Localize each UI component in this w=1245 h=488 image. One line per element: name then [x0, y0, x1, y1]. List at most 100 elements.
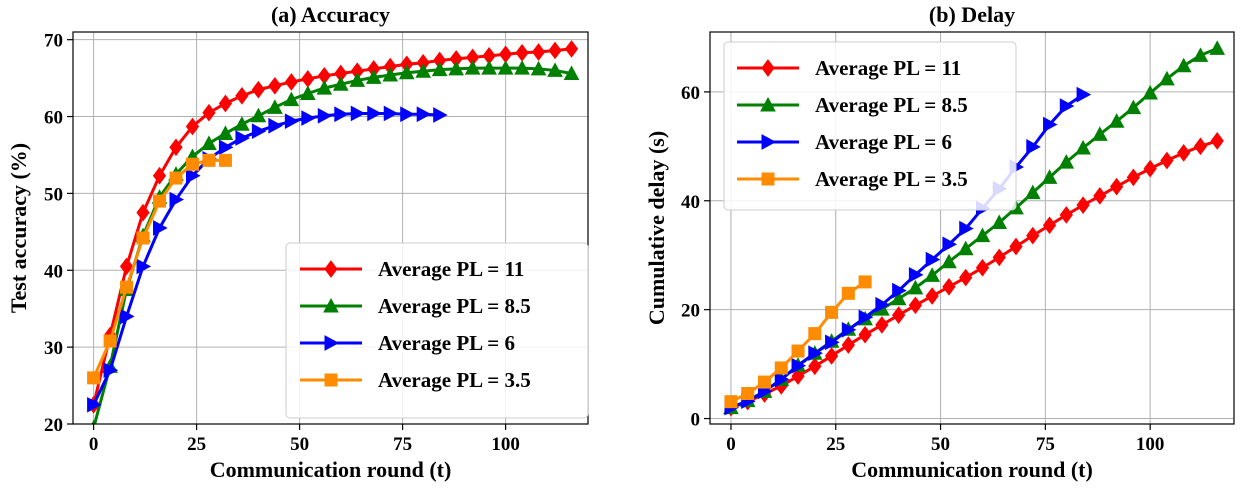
series-average-pl-3-5 — [724, 275, 872, 409]
data-point — [185, 117, 200, 136]
data-point — [858, 309, 874, 326]
data-point — [382, 66, 399, 82]
data-point — [120, 280, 134, 294]
legend-marker — [761, 134, 777, 150]
data-point — [350, 105, 366, 122]
data-point — [1059, 98, 1075, 114]
data-point — [959, 220, 974, 237]
data-point — [1175, 57, 1192, 73]
legend-marker — [761, 172, 775, 186]
data-point — [957, 240, 974, 256]
data-point — [892, 282, 907, 299]
data-point — [268, 117, 283, 134]
data-point — [942, 236, 957, 253]
data-point — [398, 64, 415, 80]
x-tick-label: 0 — [726, 434, 736, 455]
legend: Average PL = 11 Average PL = 8.5 Average P… — [723, 41, 1017, 211]
data-point — [564, 40, 579, 58]
data-point — [1192, 47, 1209, 62]
data-point — [1076, 196, 1090, 214]
legend-entry-average-pl-6: Average PL = 6 — [737, 130, 952, 154]
data-point — [497, 60, 514, 75]
legend-label: Average PL = 8.5 — [378, 294, 531, 318]
data-point — [251, 80, 266, 99]
data-point — [218, 139, 234, 156]
data-point — [1142, 84, 1158, 100]
data-point — [741, 387, 755, 401]
y-tick-label: 40 — [44, 261, 63, 282]
legend-entry-average-pl-3-5: Average PL = 3.5 — [300, 368, 531, 392]
data-point — [185, 157, 199, 171]
data-point — [941, 253, 957, 269]
y-tick-label: 60 — [44, 108, 63, 129]
data-point — [464, 60, 481, 75]
data-point — [284, 73, 298, 91]
x-tick-label: 25 — [826, 434, 845, 455]
data-point — [875, 296, 890, 313]
data-point — [1109, 177, 1124, 196]
x-tick-label: 100 — [491, 434, 520, 455]
data-point — [267, 99, 283, 114]
series-average-pl-6 — [87, 105, 448, 413]
data-point — [431, 61, 448, 77]
data-point — [925, 287, 939, 305]
data-point — [808, 327, 822, 341]
data-point — [1177, 144, 1191, 162]
data-point — [1108, 113, 1125, 128]
legend-label: Average PL = 6 — [378, 331, 515, 355]
legend-entry-average-pl-3-5: Average PL = 3.5 — [737, 167, 968, 191]
data-point — [1210, 132, 1224, 150]
data-point — [548, 41, 562, 60]
data-point — [791, 344, 805, 358]
x-axis-label: Communication round (t) — [851, 457, 1093, 482]
data-point — [959, 268, 973, 287]
legend-entry-average-pl-8-5: Average PL = 8.5 — [300, 294, 531, 318]
data-point — [268, 76, 282, 95]
y-tick-label: 50 — [44, 184, 63, 205]
data-point — [217, 125, 234, 140]
data-point — [1092, 126, 1108, 141]
x-tick-label: 75 — [1036, 434, 1055, 455]
data-point — [531, 43, 546, 61]
data-point — [1209, 40, 1226, 55]
data-point — [547, 62, 563, 77]
data-point — [120, 308, 135, 325]
data-point — [824, 347, 839, 365]
data-point — [875, 316, 889, 334]
series-average-pl-3-5 — [87, 153, 232, 385]
legend-marker — [324, 335, 340, 351]
y-axis-label: Cumulative delay (s) — [644, 131, 669, 325]
plot-frame — [72, 31, 589, 425]
data-point — [300, 85, 316, 100]
chart-title: (a) Accuracy — [271, 2, 390, 27]
data-point — [416, 106, 432, 123]
data-point — [169, 138, 183, 157]
data-point — [992, 248, 1006, 267]
data-point — [301, 110, 316, 126]
y-tick-label: 40 — [681, 192, 700, 213]
data-point — [400, 106, 415, 123]
series-average-pl-8-5 — [723, 40, 1226, 415]
x-tick-label: 75 — [393, 434, 412, 455]
x-tick-label: 50 — [290, 434, 309, 455]
legend-frame — [723, 41, 1017, 211]
data-point — [724, 395, 738, 409]
data-point — [774, 361, 788, 375]
data-point — [808, 345, 823, 362]
data-point — [152, 166, 167, 185]
y-tick-label: 30 — [44, 338, 63, 359]
legend-marker — [760, 96, 776, 112]
legend-marker — [323, 297, 339, 313]
series-line — [730, 93, 1084, 410]
data-point — [433, 107, 448, 123]
data-point — [563, 65, 580, 81]
data-point — [841, 336, 855, 354]
data-point — [334, 106, 349, 123]
data-point — [153, 194, 167, 208]
data-point — [365, 69, 382, 84]
data-point — [119, 257, 134, 276]
data-point — [907, 279, 924, 295]
data-point — [774, 371, 790, 388]
data-point — [942, 277, 956, 296]
